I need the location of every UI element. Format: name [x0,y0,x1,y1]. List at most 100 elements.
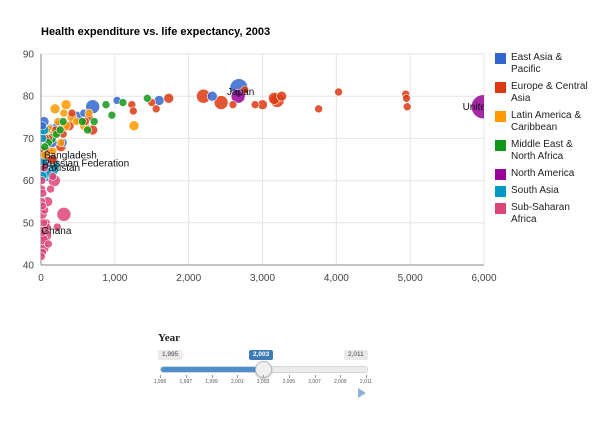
legend-label: Middle East & North Africa [511,139,573,162]
legend-label: East Asia & Pacific [511,52,563,75]
point-annotation: Russian Federation [42,159,129,170]
legend-item[interactable]: Latin America & Caribbean [495,110,591,134]
data-point[interactable] [60,99,72,110]
year-tick [340,375,342,378]
point-annotation: Japan [227,87,254,98]
data-point[interactable] [228,100,238,109]
x-tick-label: 0 [38,273,44,284]
legend-label: South Asia [511,185,559,196]
legend: East Asia & Pacific Europe & Central Asia… [495,52,591,231]
legend-item[interactable]: Middle East & North Africa [495,139,591,163]
legend-label: Sub-Saharan Africa [511,202,570,225]
data-point[interactable] [38,201,47,211]
data-point[interactable] [402,102,412,112]
data-point[interactable] [314,104,323,114]
year-tick-label: 2,001 [230,379,244,385]
legend-swatch [495,140,506,151]
data-point[interactable] [101,100,111,109]
data-point[interactable] [67,108,77,118]
legend-item[interactable]: North America [495,168,591,180]
year-slider-title: Year [158,332,180,344]
x-tick-label: 5,000 [398,273,423,284]
data-point[interactable] [40,163,49,173]
y-tick-label: 80 [23,92,35,103]
data-point[interactable] [250,100,260,109]
point-annotation: United [463,102,492,113]
year-tick [263,375,264,378]
year-tick-label: 1,995 [153,379,167,385]
legend-item[interactable]: Sub-Saharan Africa [495,202,591,226]
play-icon[interactable] [358,388,366,398]
chart-title: Health expenditure vs. life expectancy, … [41,26,271,38]
data-point[interactable] [40,218,48,228]
data-point[interactable] [402,94,411,103]
x-tick-label: 1,000 [102,273,127,284]
year-tick-label: 2,003 [256,379,270,385]
x-tick-label: 4,000 [324,273,349,284]
y-tick-label: 70 [23,134,35,145]
legend-item[interactable]: Europe & Central Asia [495,81,591,105]
year-min-badge: 1,995 [158,350,183,360]
data-point[interactable] [56,138,66,147]
data-point[interactable] [128,106,138,116]
year-tick-label: 2,011 [359,379,373,385]
legend-swatch [495,203,506,214]
year-tick [160,375,161,378]
year-current-badge: 2,003 [249,350,274,360]
data-point[interactable] [206,90,218,102]
point-annotation: Pakistan [42,163,80,174]
year-tick-label: 1,999 [205,379,218,385]
data-point[interactable] [38,121,47,131]
year-tick [314,375,316,378]
y-tick-label: 90 [23,50,35,61]
data-point[interactable] [240,85,250,95]
data-point[interactable] [39,134,48,143]
data-point[interactable] [118,98,128,107]
year-tick [288,375,290,378]
data-point[interactable] [37,252,46,261]
data-point[interactable] [41,142,49,152]
data-point[interactable] [59,108,69,118]
legend-label: North America [511,168,575,179]
legend-item[interactable]: East Asia & Pacific [495,52,591,76]
x-tick-label: 6,000 [471,273,496,284]
x-tick-label: 2,000 [176,273,201,284]
data-point[interactable] [107,110,117,120]
data-point[interactable] [78,117,87,126]
year-tick-label: 2,009 [333,379,347,385]
legend-swatch [495,82,506,93]
legend-item[interactable]: South Asia [495,185,591,197]
data-point[interactable] [213,95,229,110]
x-tick-label: 3,000 [250,273,275,284]
data-point[interactable] [48,146,58,156]
data-point[interactable] [276,90,287,102]
data-point[interactable] [334,87,343,97]
y-tick-label: 50 [23,218,35,229]
data-point[interactable] [89,117,99,126]
data-point[interactable] [56,207,72,222]
data-point[interactable] [38,176,47,185]
data-point[interactable] [46,184,55,194]
data-point[interactable] [84,108,94,118]
year-slider-ticks: 1,995 1,997 1,999 2,001 2,003 2,005 2,007 2,009… [154,375,372,389]
data-point[interactable] [83,125,92,135]
data-point[interactable] [49,103,61,115]
data-point[interactable] [128,120,140,132]
data-point[interactable] [39,188,48,198]
data-point[interactable] [143,94,152,103]
data-point[interactable] [151,104,161,114]
data-point[interactable] [470,94,495,120]
data-point[interactable] [48,172,58,181]
year-tick-label: 2,005 [282,379,296,385]
y-tick-label: 40 [23,261,35,272]
legend-swatch [495,53,506,64]
data-point[interactable] [55,125,65,135]
data-point[interactable] [41,150,49,160]
data-point[interactable] [52,222,62,232]
data-point[interactable] [44,239,53,249]
data-point[interactable] [163,93,175,104]
year-tick-label: 2,007 [308,379,321,385]
legend-label: Europe & Central Asia [511,81,588,104]
data-point[interactable] [58,117,68,126]
